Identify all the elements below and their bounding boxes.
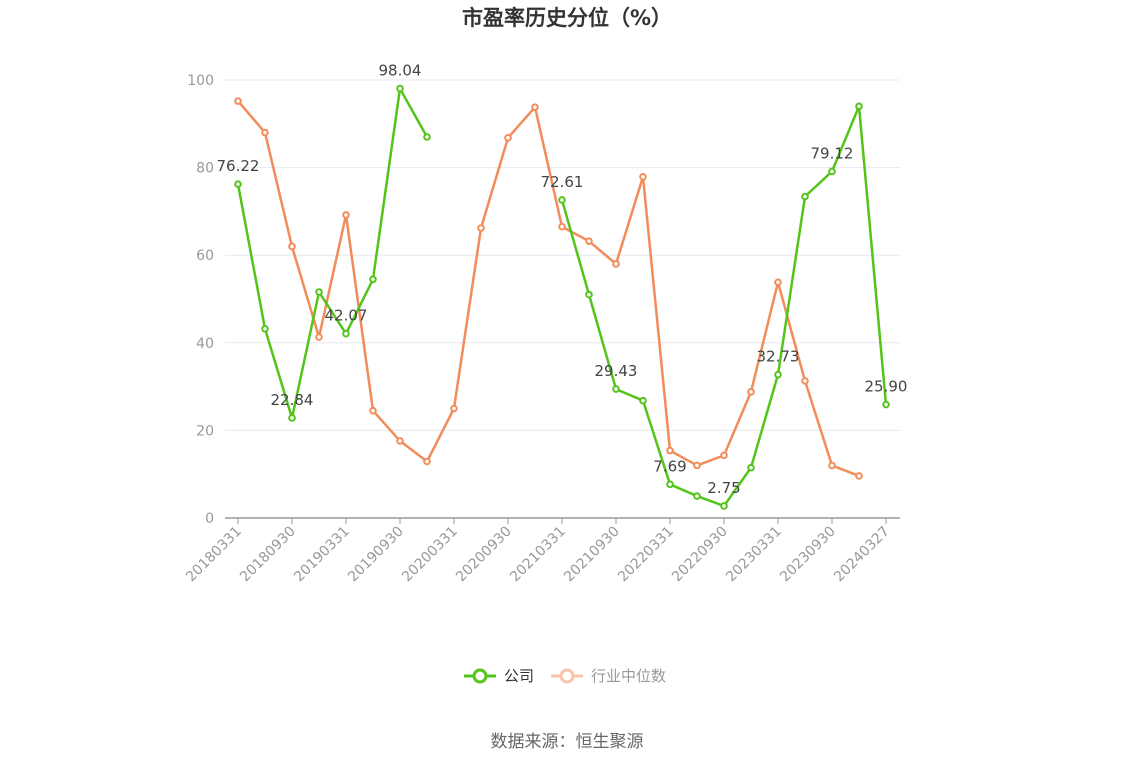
data-point[interactable]	[720, 451, 728, 460]
series-line	[560, 105, 888, 508]
data-point[interactable]	[720, 502, 728, 510]
grid-lines	[225, 79, 900, 431]
x-tick-label: 20190930	[345, 524, 407, 586]
series-line	[236, 87, 429, 420]
data-point[interactable]	[423, 133, 431, 141]
data-point[interactable]	[477, 224, 485, 232]
data-label: 76.22	[217, 157, 260, 175]
data-point[interactable]	[315, 333, 323, 341]
data-point[interactable]	[585, 290, 593, 299]
x-tick-label: 20210930	[561, 524, 623, 586]
data-point[interactable]	[450, 404, 458, 413]
data-label: 25.90	[865, 378, 908, 396]
data-point[interactable]	[396, 437, 404, 445]
data-point[interactable]	[612, 260, 620, 268]
data-point[interactable]	[342, 329, 350, 338]
series-company	[234, 84, 890, 510]
data-point[interactable]	[261, 324, 269, 333]
legend-label-industry-median: 行业中位数	[591, 667, 666, 685]
data-point[interactable]	[558, 222, 566, 231]
y-tick-label: 100	[187, 73, 214, 89]
data-point[interactable]	[423, 457, 431, 466]
data-point[interactable]	[234, 97, 242, 105]
x-tick-label: 20200331	[399, 524, 461, 586]
chart-title: 市盈率历史分位（%）	[462, 6, 672, 30]
data-point[interactable]	[882, 400, 890, 409]
data-point[interactable]	[693, 461, 701, 470]
data-point[interactable]	[504, 134, 512, 142]
data-label: 2.75	[707, 479, 740, 497]
x-tick-label: 20220930	[669, 524, 731, 586]
y-axis-ticks: 0 20 40 60 80 100	[187, 73, 214, 527]
data-label: 72.61	[541, 173, 584, 191]
legend-marker-icon	[559, 668, 575, 684]
data-label: 22.84	[271, 391, 314, 409]
y-tick-label: 20	[196, 423, 214, 439]
data-point[interactable]	[585, 237, 593, 245]
data-point[interactable]	[369, 275, 377, 284]
data-point[interactable]	[612, 385, 620, 393]
x-tick-label: 20230331	[723, 524, 785, 586]
data-point[interactable]	[828, 461, 836, 470]
data-point[interactable]	[288, 242, 296, 251]
x-tick-label: 20230930	[777, 524, 839, 586]
legend-marker-icon	[472, 668, 488, 684]
y-tick-label: 40	[196, 336, 214, 352]
data-labels: 76.22 22.84 42.07 98.04 72.61 29.43 7.69 2.75 32…	[217, 62, 908, 497]
legend-label-company: 公司	[504, 667, 534, 685]
data-point[interactable]	[747, 388, 755, 396]
x-tick-label: 20190331	[291, 524, 353, 586]
legend: 公司 行业中位数	[464, 667, 666, 685]
data-label: 42.07	[325, 307, 368, 325]
x-tick-label: 20200930	[453, 524, 515, 586]
data-point[interactable]	[342, 211, 350, 219]
data-point[interactable]	[666, 446, 674, 455]
data-point[interactable]	[774, 370, 782, 379]
x-tick-label: 20210331	[507, 524, 569, 586]
data-point[interactable]	[747, 463, 755, 472]
data-point[interactable]	[801, 192, 809, 201]
series-line	[237, 100, 860, 478]
data-point[interactable]	[693, 492, 701, 500]
data-point[interactable]	[639, 172, 647, 181]
data-source: 数据来源：恒生聚源	[491, 732, 644, 752]
data-point[interactable]	[234, 180, 242, 188]
data-label: 79.12	[811, 144, 854, 162]
x-tick-label: 20180930	[237, 524, 299, 586]
data-label: 7.69	[653, 457, 686, 475]
x-tick-label: 20180331	[183, 524, 245, 586]
data-point[interactable]	[558, 196, 566, 204]
data-point[interactable]	[855, 102, 863, 111]
data-point[interactable]	[531, 103, 539, 111]
data-point[interactable]	[828, 167, 836, 176]
y-tick-label: 0	[205, 511, 214, 527]
series-industry-median	[234, 97, 863, 480]
data-label: 98.04	[379, 62, 422, 80]
y-tick-label: 80	[196, 161, 214, 177]
data-point[interactable]	[639, 396, 647, 405]
y-tick-label: 60	[196, 248, 214, 264]
data-point[interactable]	[774, 278, 782, 287]
x-tick-label: 20240327	[831, 524, 893, 586]
x-axis: 2018033120180930201903312019093020200331…	[183, 517, 900, 586]
data-point[interactable]	[801, 377, 809, 385]
series-layer	[234, 84, 890, 510]
data-point[interactable]	[666, 480, 674, 489]
x-tick-label: 20220331	[615, 524, 677, 586]
data-point[interactable]	[288, 414, 296, 422]
data-label: 29.43	[595, 362, 638, 380]
legend-item-company[interactable]: 公司	[464, 667, 534, 685]
data-point[interactable]	[315, 288, 323, 296]
data-point[interactable]	[261, 128, 269, 137]
data-point[interactable]	[369, 406, 377, 415]
data-label: 32.73	[757, 348, 800, 366]
legend-item-industry-median[interactable]: 行业中位数	[551, 667, 666, 685]
data-point[interactable]	[855, 472, 863, 480]
data-point[interactable]	[396, 84, 404, 93]
